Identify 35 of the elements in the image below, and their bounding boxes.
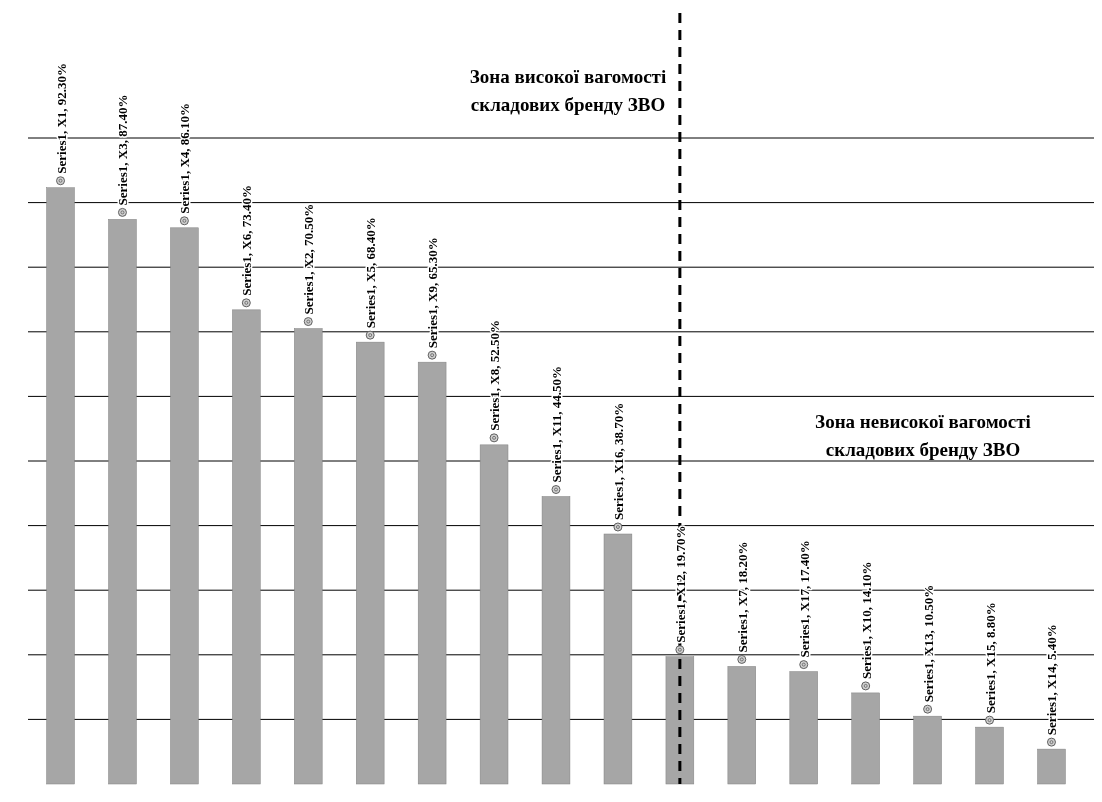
data-label: Series1, X15, 8.80% xyxy=(982,602,998,714)
bar xyxy=(108,219,137,785)
bar xyxy=(479,444,509,785)
data-label: Series1, X3, 87.40% xyxy=(115,94,131,206)
data-label: Series1, X9, 65.30% xyxy=(425,237,441,349)
annotation: Зона невисокої вагомості складових бренду ЗВО xyxy=(815,411,1031,460)
bar xyxy=(727,666,756,785)
data-label: Series1, X7, 18.20% xyxy=(734,541,750,653)
data-label: Series1, X13, 10.50% xyxy=(920,584,936,703)
bar xyxy=(603,533,633,785)
data-label: Series1, X6, 73.40% xyxy=(239,184,255,296)
bar xyxy=(294,328,323,785)
data-label: Series1, X14, 5.40% xyxy=(1044,624,1060,736)
bar xyxy=(975,726,1004,785)
data-label: Series1, X5, 68.40% xyxy=(363,217,379,329)
data-label: Series1, X4, 86.10% xyxy=(177,102,193,214)
bar xyxy=(665,656,695,785)
data-label: Series1, X16, 38.70% xyxy=(610,402,626,520)
bar xyxy=(1037,748,1066,785)
data-label: Series1, X10, 14.10% xyxy=(858,561,874,679)
data-label: Series1, X2, 70.50% xyxy=(301,203,317,315)
bar xyxy=(541,496,571,785)
bar xyxy=(170,227,199,785)
text: Зона високої вагомості складових бренду ЗВО xyxy=(469,66,667,115)
bar xyxy=(356,341,385,785)
bar xyxy=(46,187,75,785)
bar xyxy=(232,309,261,785)
data-label: Series1, X8, 52.50% xyxy=(487,319,503,431)
data-label: Series1, X11, 44.50% xyxy=(549,365,564,483)
bar xyxy=(789,671,818,785)
bar xyxy=(417,361,447,785)
bar xyxy=(851,692,880,785)
data-label: Series1, X1, 92.30% xyxy=(53,62,69,174)
data-label: Series1, X17, 17.40% xyxy=(796,540,812,658)
bar xyxy=(913,715,942,785)
